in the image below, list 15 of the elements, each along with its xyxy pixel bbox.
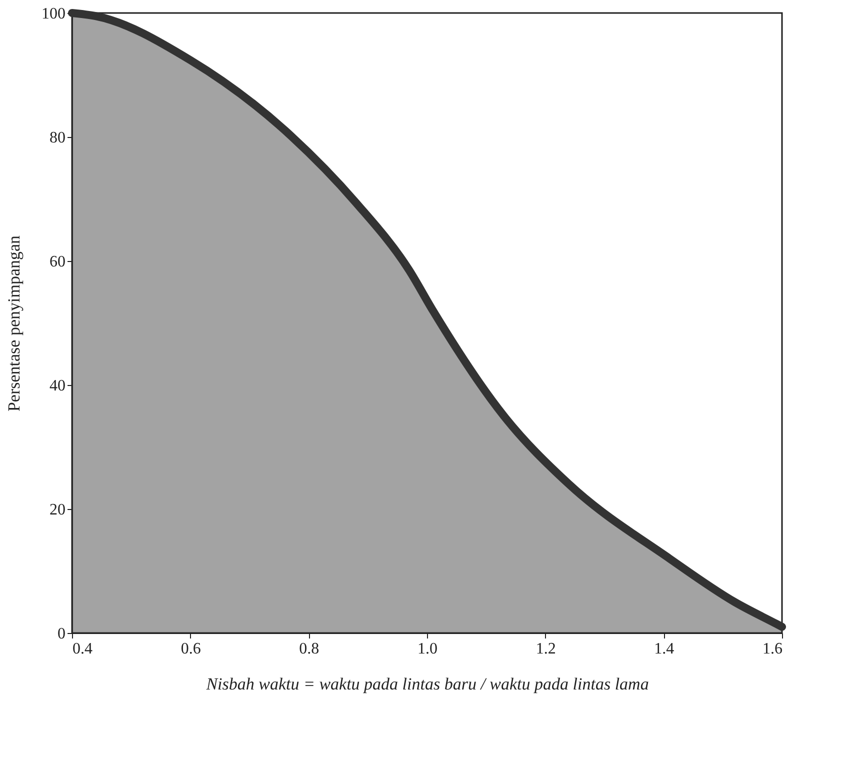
x-tick-label: 1.6 [762,640,782,658]
x-axis-title: Nisbah waktu = waktu pada lintas baru / waktu pada lintas lama [205,674,649,694]
x-tick-label: 1.0 [418,640,438,658]
y-tick-label: 60 [50,254,66,270]
y-tick-label: 100 [42,6,66,22]
y-tick-label: 0 [58,626,66,642]
y-tick-label: 20 [50,502,66,518]
y-tick-label: 40 [50,378,66,394]
y-tick-label: 80 [50,130,66,146]
x-tick-label: 0.6 [180,640,201,658]
x-tick-label: 0.4 [72,640,92,658]
x-tick-label: 1.2 [536,640,556,658]
x-tick-label: 0.8 [299,640,320,658]
x-tick-label: 1.4 [654,640,674,658]
y-axis-title: Persentase penyimpangan [4,234,24,412]
